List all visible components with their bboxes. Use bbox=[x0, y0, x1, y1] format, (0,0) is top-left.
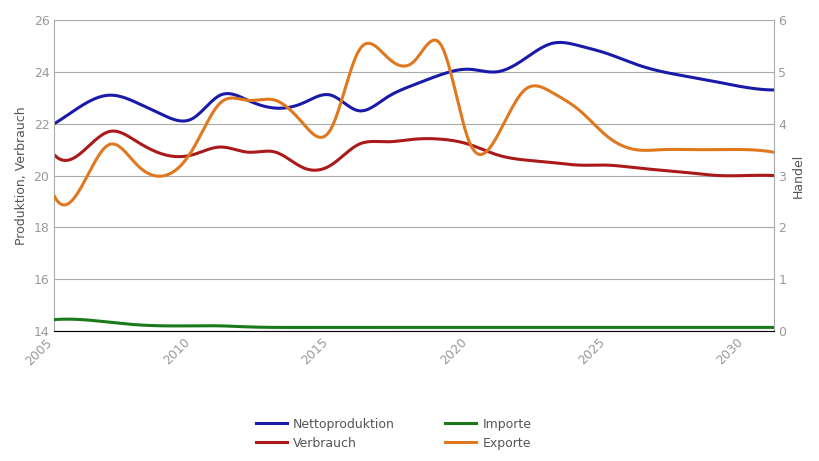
Verbrauch bbox=[573, 162, 583, 168]
Exporte bbox=[575, 109, 585, 114]
Exporte bbox=[767, 149, 777, 155]
Importe bbox=[138, 322, 147, 328]
Importe bbox=[505, 325, 514, 330]
Legend: Nettoproduktion, Verbrauch, Importe, Exporte: Nettoproduktion, Verbrauch, Importe, Exp… bbox=[251, 413, 536, 455]
Line: Nettoproduktion: Nettoproduktion bbox=[54, 42, 772, 124]
Exporte bbox=[505, 108, 514, 114]
Importe bbox=[62, 316, 72, 322]
Nettoproduktion bbox=[570, 42, 580, 47]
Nettoproduktion bbox=[555, 40, 565, 45]
Importe bbox=[337, 325, 347, 330]
Nettoproduktion bbox=[283, 105, 293, 110]
Nettoproduktion bbox=[49, 121, 59, 126]
Exporte bbox=[49, 194, 59, 199]
Verbrauch bbox=[570, 162, 580, 168]
Exporte bbox=[572, 106, 581, 111]
Exporte bbox=[285, 107, 295, 113]
Verbrauch bbox=[49, 152, 59, 158]
Line: Importe: Importe bbox=[54, 319, 772, 327]
Nettoproduktion bbox=[767, 87, 777, 93]
Nettoproduktion bbox=[136, 102, 146, 107]
Line: Exporte: Exporte bbox=[54, 40, 772, 205]
Y-axis label: Handel: Handel bbox=[791, 154, 804, 198]
Nettoproduktion bbox=[501, 66, 511, 72]
Importe bbox=[287, 325, 296, 330]
Verbrauch bbox=[109, 128, 119, 134]
Exporte bbox=[429, 37, 439, 43]
Verbrauch bbox=[285, 157, 295, 163]
Y-axis label: Produktion, Verbrauch: Produktion, Verbrauch bbox=[15, 106, 28, 245]
Verbrauch bbox=[503, 155, 513, 160]
Importe bbox=[572, 325, 581, 330]
Verbrauch bbox=[336, 155, 346, 160]
Verbrauch bbox=[767, 173, 777, 178]
Nettoproduktion bbox=[334, 96, 344, 102]
Exporte bbox=[138, 167, 147, 172]
Exporte bbox=[58, 202, 68, 208]
Importe bbox=[282, 325, 292, 330]
Importe bbox=[49, 317, 59, 322]
Importe bbox=[575, 325, 585, 330]
Verbrauch bbox=[138, 142, 147, 148]
Verbrauch bbox=[725, 173, 735, 178]
Nettoproduktion bbox=[573, 43, 583, 48]
Line: Verbrauch: Verbrauch bbox=[54, 131, 772, 176]
Exporte bbox=[336, 100, 346, 105]
Importe bbox=[767, 325, 777, 330]
